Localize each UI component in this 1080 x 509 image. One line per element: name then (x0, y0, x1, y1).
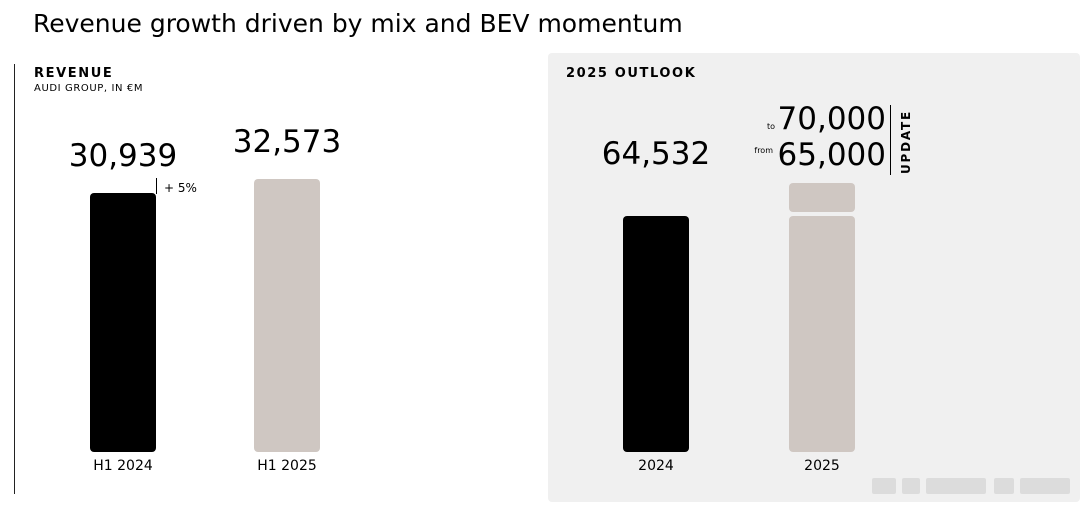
category-label-h1-2024: H1 2024 (93, 458, 153, 474)
growth-label: + 5% (164, 181, 197, 195)
category-label-2024: 2024 (638, 458, 674, 474)
range-from-value: 65,000 (777, 137, 886, 173)
range-from-prefix: from (754, 146, 773, 155)
range-to-prefix: to (766, 122, 775, 131)
watermark (872, 474, 1072, 498)
page-title: Revenue growth driven by mix and BEV mom… (33, 9, 683, 38)
revenue-heading: REVENUE (34, 66, 114, 81)
revenue-subheading: AUDI GROUP, IN €M (34, 83, 144, 94)
bar-2024 (623, 216, 689, 452)
bar-2025-from (789, 216, 855, 452)
value-label-2024: 64,532 (601, 136, 711, 172)
bar-h1-2024 (90, 193, 156, 452)
value-label-h1-2024: 30,939 (68, 138, 178, 174)
update-marker (890, 105, 891, 175)
category-label-h1-2025: H1 2025 (257, 458, 317, 474)
bar-2025-range (789, 183, 855, 213)
outlook-heading: 2025 OUTLOOK (566, 66, 697, 81)
update-label: UPDATE (899, 109, 913, 174)
bar-h1-2025 (254, 179, 320, 452)
value-label-h1-2025: 32,573 (232, 124, 342, 161)
growth-marker (156, 178, 157, 194)
range-to-value: 70,000 (777, 101, 886, 137)
section-divider (14, 64, 15, 494)
category-label-2025: 2025 (804, 458, 840, 474)
